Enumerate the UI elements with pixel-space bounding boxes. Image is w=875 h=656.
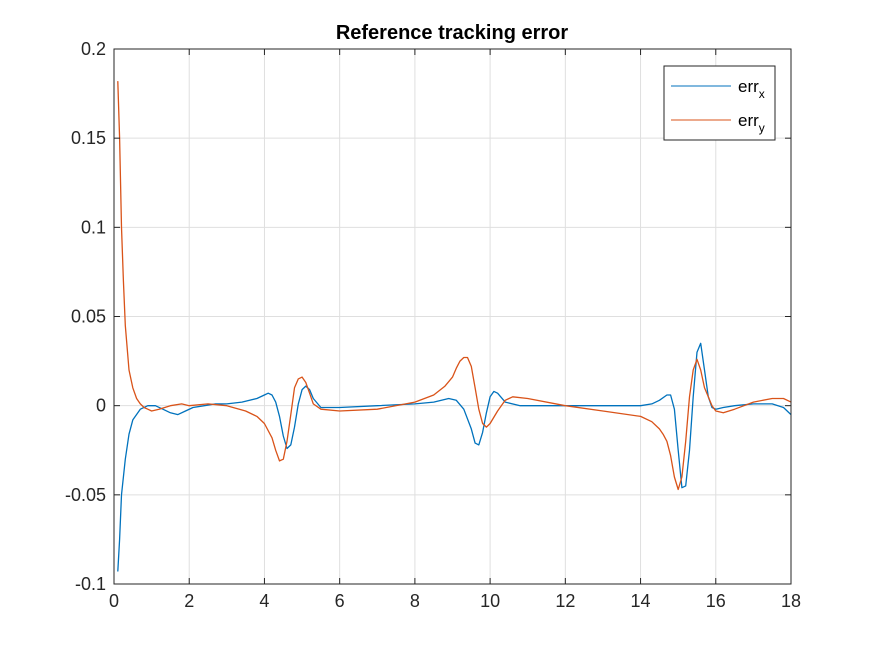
legend-subscript-y: y [759, 121, 765, 135]
x-tick-label: 10 [480, 591, 500, 611]
legend-entry-err-x: errx [738, 77, 765, 101]
series-lines [117, 81, 791, 572]
legend: errx erry [663, 65, 776, 141]
x-tick-label: 6 [335, 591, 345, 611]
x-tick-label: 0 [109, 591, 119, 611]
legend-box [663, 65, 776, 141]
series-line-err-x [117, 342, 791, 572]
x-tick-label: 4 [259, 591, 269, 611]
legend-label-err-x: err [738, 77, 759, 96]
y-tick-label: -0.05 [65, 485, 106, 505]
x-tick-label: 2 [184, 591, 194, 611]
x-tick-label: 14 [631, 591, 651, 611]
y-tick-label: 0 [96, 396, 106, 416]
y-tick-label: 0.15 [71, 128, 106, 148]
x-tick-label: 12 [555, 591, 575, 611]
series-line-err-y [117, 81, 791, 491]
legend-label-err-y: err [738, 111, 759, 130]
axis-ticks [113, 48, 792, 585]
tick-labels: 0 2 4 6 8 10 12 14 16 18 -0.1 -0.05 0 0.05 0.1 0.15 0.2 [65, 39, 801, 611]
grid-lines [114, 49, 791, 584]
legend-subscript-x: x [759, 87, 765, 101]
y-tick-label: 0.1 [81, 217, 106, 237]
chart-title: Reference tracking error [336, 22, 569, 44]
x-tick-label: 8 [410, 591, 420, 611]
y-tick-label: 0.05 [71, 307, 106, 327]
x-tick-label: 16 [706, 591, 726, 611]
y-tick-label: 0.2 [81, 39, 106, 59]
x-tick-label: 18 [781, 591, 801, 611]
y-tick-label: -0.1 [75, 574, 106, 594]
legend-entry-err-y: erry [738, 111, 765, 135]
